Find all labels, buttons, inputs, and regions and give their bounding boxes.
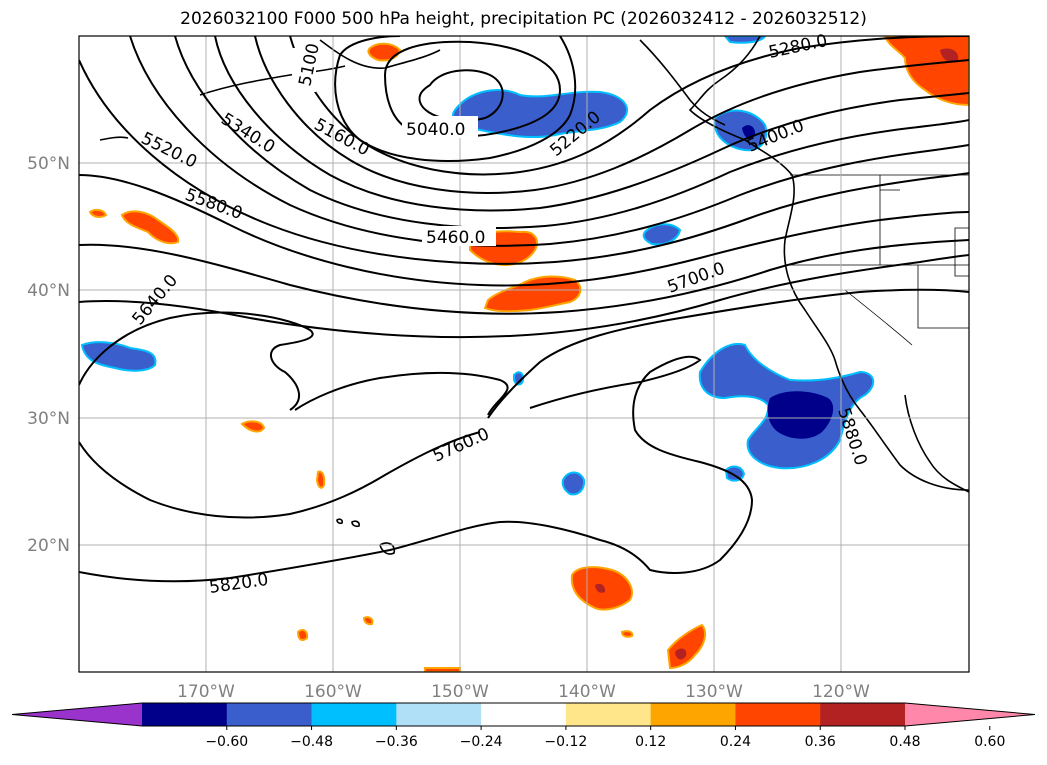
height-contour bbox=[79, 59, 969, 265]
precip-area bbox=[483, 275, 582, 313]
lon-label: 120°W bbox=[812, 682, 870, 702]
precip-area bbox=[675, 648, 687, 660]
height-contour bbox=[214, 36, 969, 212]
lat-label: 30°N bbox=[27, 409, 70, 429]
contour-label: 5040.0 bbox=[406, 120, 465, 140]
lon-label: 160°W bbox=[304, 682, 362, 702]
colorbar-tick-label: 0.48 bbox=[889, 734, 920, 750]
precip-area bbox=[642, 223, 682, 246]
colorbar-extend-low bbox=[12, 703, 142, 726]
latitude-labels: 50°N 40°N 30°N 20°N bbox=[27, 154, 70, 556]
height-contour bbox=[174, 36, 969, 229]
colorbar-tick-label: −0.12 bbox=[544, 734, 587, 750]
precip-area bbox=[940, 48, 959, 62]
height-contour bbox=[289, 36, 969, 176]
lat-label: 20°N bbox=[27, 536, 70, 556]
contour-label: 5460.0 bbox=[426, 228, 485, 248]
colorbar-segment bbox=[565, 703, 652, 726]
precip-area bbox=[724, 465, 746, 482]
precip-area bbox=[713, 109, 768, 152]
colorbar-segment bbox=[820, 703, 906, 726]
colorbar-segment bbox=[311, 703, 397, 726]
precip-area bbox=[240, 420, 266, 433]
colorbar-tick-label: −0.36 bbox=[375, 734, 418, 750]
precip-area bbox=[88, 208, 108, 218]
colorbar-segment bbox=[735, 703, 821, 726]
height-contour bbox=[418, 69, 504, 122]
colorbar-tick-label: 0.12 bbox=[635, 734, 666, 750]
precip-area bbox=[80, 341, 157, 372]
precip-area bbox=[452, 89, 628, 139]
precip-area bbox=[620, 630, 634, 638]
colorbar-tick-label: −0.48 bbox=[290, 734, 333, 750]
precip-area bbox=[367, 42, 402, 62]
lon-label: 150°W bbox=[431, 682, 489, 702]
lon-label: 140°W bbox=[558, 682, 616, 702]
precipitation-shading bbox=[80, 36, 969, 672]
colorbar-segment bbox=[650, 703, 736, 726]
colorbar-tick-label: 0.24 bbox=[720, 734, 751, 750]
precip-area bbox=[767, 391, 834, 439]
colorbar: −0.60 −0.48 −0.36 −0.24 −0.12 0.12 0.24 0.36 0.4… bbox=[11, 702, 1036, 750]
precip-area bbox=[595, 583, 606, 593]
precip-area bbox=[362, 616, 374, 626]
height-contour bbox=[79, 174, 969, 287]
map-frame bbox=[78, 35, 970, 673]
precip-area bbox=[424, 667, 461, 672]
colorbar-extend-high bbox=[905, 703, 1035, 726]
precip-area bbox=[120, 210, 180, 245]
precip-area bbox=[513, 371, 525, 386]
height-contours bbox=[79, 36, 969, 583]
state-borders bbox=[785, 174, 969, 346]
height-contour bbox=[129, 36, 969, 247]
colorbar-segment bbox=[226, 703, 313, 726]
colorbar-segment bbox=[481, 703, 567, 726]
precip-area bbox=[296, 629, 309, 641]
map-title: 2026032100 F000 500 hPa height, precipit… bbox=[180, 9, 867, 29]
colorbar-outline bbox=[11, 702, 1036, 727]
colorbar-tick-label: −0.24 bbox=[460, 734, 503, 750]
lon-label: 130°W bbox=[685, 682, 743, 702]
height-contour bbox=[79, 239, 969, 315]
longitude-labels: 170°W 160°W 150°W 140°W 130°W 120°W bbox=[177, 682, 870, 702]
colorbar-tick-label: 0.60 bbox=[974, 734, 1005, 750]
colorbar-tick-label: 0.36 bbox=[805, 734, 836, 750]
lon-label: 170°W bbox=[177, 682, 235, 702]
colorbar-segment bbox=[142, 703, 228, 726]
map-panel bbox=[79, 36, 969, 672]
colorbar-tick-label: −0.60 bbox=[205, 734, 248, 750]
height-contour bbox=[254, 36, 969, 194]
gridlines bbox=[79, 36, 969, 672]
lat-label: 50°N bbox=[27, 154, 70, 174]
colorbar-segment bbox=[396, 703, 482, 726]
precip-area bbox=[561, 471, 586, 496]
height-contour bbox=[79, 288, 969, 419]
precip-area bbox=[315, 470, 326, 489]
height-contour bbox=[79, 355, 754, 583]
lat-label: 40°N bbox=[27, 281, 70, 301]
